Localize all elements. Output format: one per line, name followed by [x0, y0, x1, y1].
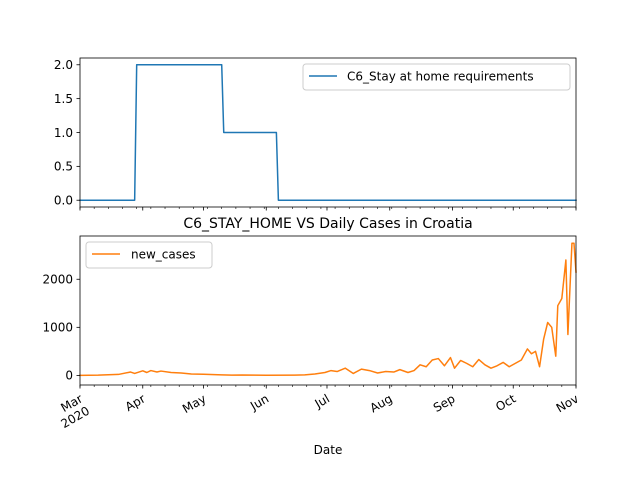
top-y-ticks: 0.0 0.5 1.0 1.5 2.0 — [54, 58, 80, 208]
top-x-ticks — [79, 207, 577, 211]
bottom-x-axis-title: Date — [314, 443, 343, 457]
bottom-y-tick-label: 1000 — [42, 321, 73, 335]
top-subplot: 0.0 0.5 1.0 1.5 2.0 C6_Stay at home requirem… — [54, 57, 577, 211]
top-y-tick-label: 1.5 — [54, 92, 73, 106]
bottom-legend: new_cases — [85, 241, 213, 269]
bottom-series-line-0 — [79, 242, 577, 377]
top-y-tick-label: 2.0 — [54, 58, 73, 72]
bottom-legend-box — [85, 241, 213, 269]
top-y-tick-label: 0.5 — [54, 160, 73, 174]
top-series-layer — [79, 64, 577, 201]
bottom-x-tick-label: Jul — [312, 392, 332, 412]
top-legend-box — [302, 63, 571, 91]
bottom-y-tick-label: 2000 — [42, 273, 73, 287]
bottom-series-layer — [79, 242, 577, 377]
bottom-y-ticks: 0 1000 2000 — [42, 273, 80, 383]
top-series-line-0 — [79, 64, 577, 201]
bottom-plot-title: C6_STAY_HOME VS Daily Cases in Croatia — [183, 216, 472, 232]
top-y-tick-label: 0.0 — [54, 194, 73, 208]
bottom-legend-label: new_cases — [131, 248, 196, 262]
top-legend-label: C6_Stay at home requirements — [347, 70, 534, 84]
bottom-y-tick-label: 0 — [65, 369, 73, 383]
top-legend: C6_Stay at home requirements — [302, 63, 571, 91]
top-y-tick-label: 1.0 — [54, 126, 73, 140]
bottom-axes-frame — [79, 235, 577, 386]
